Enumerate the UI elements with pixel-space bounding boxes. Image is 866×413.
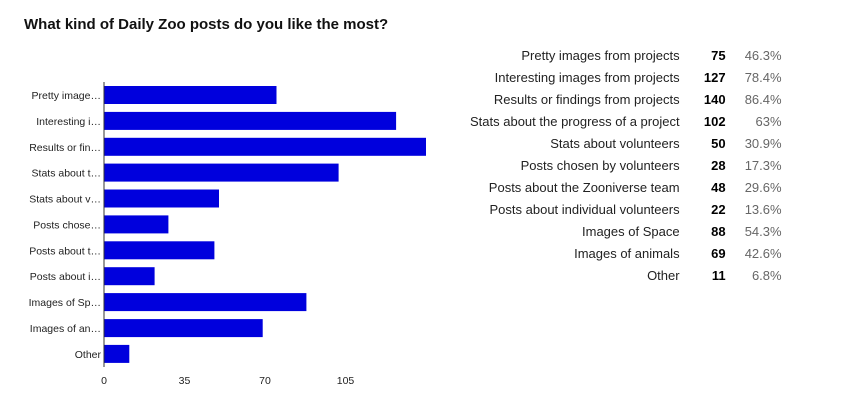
summary-row: Images of Space 88 54.3% [470, 220, 782, 242]
summary-percent: 30.9% [744, 135, 782, 151]
bar [104, 111, 397, 130]
summary-count: 75 [711, 47, 726, 63]
bar [104, 86, 277, 104]
bar [104, 344, 130, 363]
summary-count: 127 [703, 69, 726, 85]
summary-row: Results or findings from projects 140 86.4… [470, 88, 782, 110]
x-tick-label: 35 [179, 375, 191, 387]
summary-label: Results or findings from projects [493, 91, 680, 107]
bar [104, 267, 155, 286]
summary-count: 11 [711, 267, 726, 283]
category-label: Stats about v… [29, 194, 101, 206]
summary-count: 88 [711, 223, 726, 239]
summary-count: 28 [711, 157, 726, 173]
summary-label: Other [647, 267, 680, 283]
bar [104, 215, 169, 234]
summary-label: Posts chosen by volunteers [520, 157, 680, 173]
summary-row: Stats about the progress of a project 102… [470, 110, 782, 132]
summary-row: Posts about individual volunteers 22 13.6% [470, 198, 782, 220]
category-label: Stats about t… [32, 168, 101, 180]
summary-label: Stats about the progress of a project [470, 113, 680, 129]
summary-label: Posts about the Zooniverse team [488, 179, 680, 195]
summary-percent: 29.6% [744, 179, 782, 195]
summary-count: 50 [711, 135, 726, 151]
summary-percent: 17.3% [744, 157, 782, 173]
summary-count: 22 [711, 201, 726, 217]
summary-percent: 6.8% [751, 267, 782, 283]
category-label: Results or fin… [29, 142, 101, 154]
summary-percent: 13.6% [744, 201, 782, 217]
category-label: Interesting i… [36, 116, 101, 128]
category-label: Posts about t… [29, 245, 101, 257]
summary-count: 48 [711, 179, 726, 195]
summary-row: Posts chosen by volunteers 28 17.3% [470, 154, 782, 176]
category-label: Images of Sp… [29, 297, 101, 309]
summary-percent: 86.4% [744, 91, 782, 107]
summary-row: Posts about the Zooniverse team 48 29.6% [470, 176, 782, 198]
summary-percent: 42.6% [744, 245, 782, 261]
summary-row: Other 11 6.8% [470, 264, 782, 286]
summary-label: Images of Space [582, 223, 680, 239]
bar [104, 319, 263, 338]
bar [104, 241, 215, 260]
summary-count: 140 [703, 91, 726, 107]
summary-percent: 46.3% [744, 47, 782, 63]
chart-title: What kind of Daily Zoo posts do you like… [24, 16, 389, 33]
summary-label: Pretty images from projects [521, 47, 680, 63]
summary-label: Posts about individual volunteers [489, 201, 680, 217]
summary-count: 69 [711, 245, 726, 261]
summary-count: 102 [703, 113, 726, 129]
summary-row: Pretty images from projects 75 46.3% [470, 44, 782, 66]
bar [104, 293, 307, 312]
summary-table: Pretty images from projects 75 46.3% Intere… [470, 44, 782, 286]
x-tick-label: 0 [101, 375, 107, 387]
summary-percent: 78.4% [744, 69, 782, 85]
x-tick-label: 70 [259, 375, 271, 387]
summary-percent: 54.3% [744, 223, 782, 239]
category-label: Posts chose… [33, 219, 101, 231]
bar [104, 163, 339, 182]
category-label: Other [75, 349, 102, 361]
summary-row: Images of animals 69 42.6% [470, 242, 782, 264]
category-label: Images of an… [30, 323, 101, 335]
category-label: Pretty image… [32, 90, 101, 102]
bar [104, 137, 426, 156]
summary-percent: 63% [755, 113, 782, 129]
x-tick-label: 105 [337, 375, 355, 387]
bar [104, 189, 219, 208]
category-label: Posts about i… [30, 271, 101, 283]
summary-row: Interesting images from projects 127 78.4% [470, 66, 782, 88]
summary-row: Stats about volunteers 50 30.9% [470, 132, 782, 154]
summary-label: Interesting images from projects [494, 69, 680, 85]
summary-label: Stats about volunteers [550, 135, 680, 151]
summary-label: Images of animals [574, 245, 680, 261]
